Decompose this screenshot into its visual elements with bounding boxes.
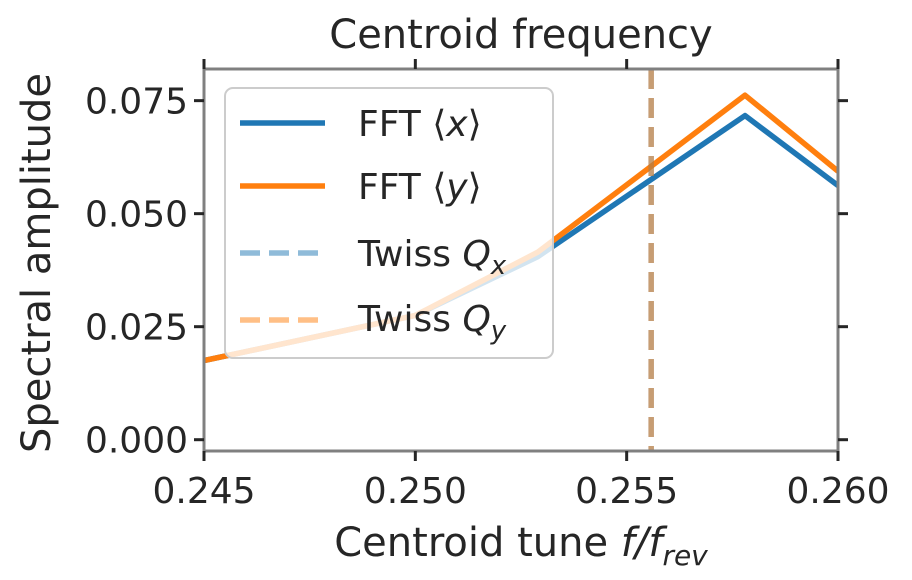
legend-twiss-qx-math: Q	[462, 234, 490, 275]
x-axis-label-main: Centroid tune	[334, 520, 621, 566]
chart-title: Centroid frequency	[329, 12, 712, 58]
x-tick-label-0: 0.245	[152, 471, 255, 512]
legend-twiss-qy-sub: y	[490, 316, 507, 346]
y-axis: 0.000 0.025 0.050 0.075	[85, 82, 848, 462]
legend-fft-y-tail: ⟩	[468, 167, 482, 208]
legend-twiss-qx-text: Twiss	[357, 234, 462, 275]
x-tick-label-1: 0.250	[364, 471, 467, 512]
y-tick-label-1: 0.025	[85, 308, 188, 349]
y-axis-label: Spectral amplitude	[14, 73, 60, 453]
legend-twiss-qx-sub: x	[490, 251, 507, 281]
legend-fft-x-tail: ⟩	[468, 104, 482, 145]
x-axis-label: Centroid tune f/frev	[334, 520, 708, 572]
y-tick-label-0: 0.000	[85, 421, 188, 462]
plot-frame	[202, 67, 840, 453]
legend-twiss-qy-math: Q	[462, 299, 490, 340]
legend-fft-y-math: y	[445, 167, 468, 208]
x-tick-label-3: 0.260	[786, 471, 889, 512]
legend-fft-x-math: x	[445, 104, 468, 145]
x-axis-label-sub: rev	[662, 539, 708, 572]
legend-entry-twiss-qx: Twiss Qx	[357, 234, 507, 281]
legend-entry-twiss-qy: Twiss Qy	[357, 299, 507, 346]
legend-entry-fft-x: FFT ⟨x⟩	[358, 104, 482, 145]
y-tick-label-3: 0.075	[85, 82, 188, 123]
legend-fft-y-text: FFT ⟨	[358, 167, 446, 208]
y-tick-label-2: 0.050	[85, 195, 188, 236]
x-axis-label-math: f/f	[621, 520, 669, 566]
legend-fft-x-text: FFT ⟨	[358, 104, 446, 145]
legend-twiss-qy-text: Twiss	[357, 299, 462, 340]
legend-box	[224, 87, 554, 359]
x-axis: 0.245 0.250 0.255 0.260	[152, 59, 890, 512]
legend-entry-fft-y: FFT ⟨y⟩	[358, 167, 482, 208]
x-tick-label-2: 0.255	[575, 471, 678, 512]
legend: FFT ⟨x⟩ FFT ⟨y⟩ Twiss Qx Twiss Qy	[224, 87, 554, 359]
